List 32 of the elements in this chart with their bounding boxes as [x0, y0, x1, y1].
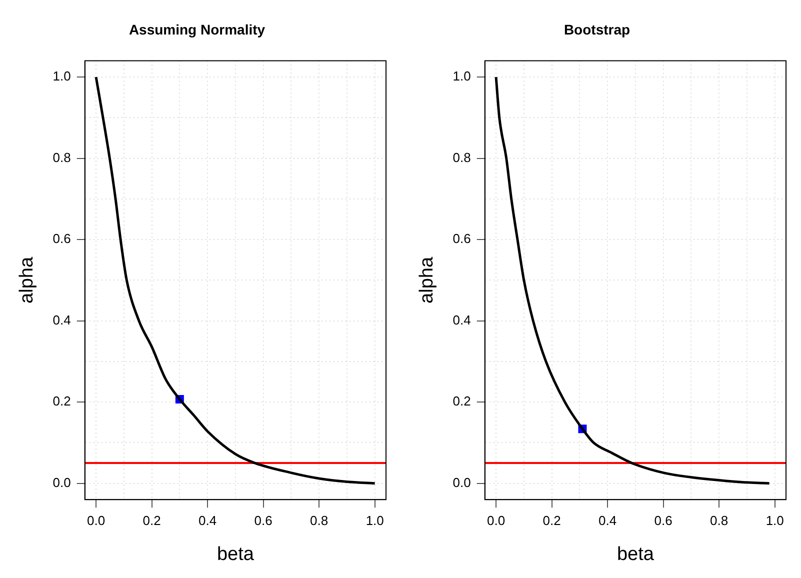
y-tick-label: 0.2: [52, 394, 71, 409]
x-tick-label: 0.2: [542, 512, 561, 528]
y-tick-label: 0.0: [452, 474, 471, 490]
y-tick-label: 0.6: [52, 231, 71, 246]
y-tick-label: 0.6: [452, 231, 471, 246]
y-tick-label: 1.0: [52, 68, 71, 84]
y-tick-label: 0.8: [452, 150, 471, 165]
y-axis-title: alpha: [16, 256, 38, 304]
line-series: [494, 76, 771, 485]
line-series: [94, 76, 376, 485]
x-tick-label: 1.0: [766, 512, 784, 528]
y-tick-label: 0.0: [52, 474, 71, 490]
x-tick-label: 0.4: [198, 512, 217, 528]
x-axis-title: beta: [616, 544, 654, 565]
x-tick-label: 0.0: [486, 512, 506, 528]
chart-title: Assuming Normality: [128, 21, 266, 38]
chart-title: Bootstrap: [564, 21, 630, 38]
x-tick-label: 0.4: [598, 512, 617, 528]
x-tick-label: 0.6: [254, 512, 272, 528]
x-tick-label: 0.2: [142, 512, 161, 528]
x-tick-label: 0.6: [654, 512, 672, 528]
y-tick-label: 0.4: [52, 312, 71, 328]
y-tick-label: 0.2: [452, 394, 471, 409]
x-tick-label: 0.0: [86, 512, 106, 528]
x-tick-label: 0.8: [310, 512, 328, 528]
x-tick-label: 1.0: [366, 512, 384, 528]
x-axis-title: beta: [216, 544, 254, 565]
y-axis-title: alpha: [416, 256, 438, 304]
x-tick-label: 0.8: [710, 512, 728, 528]
y-tick-label: 0.8: [52, 150, 71, 165]
y-tick-label: 0.4: [452, 312, 471, 328]
y-tick-label: 1.0: [452, 68, 471, 84]
